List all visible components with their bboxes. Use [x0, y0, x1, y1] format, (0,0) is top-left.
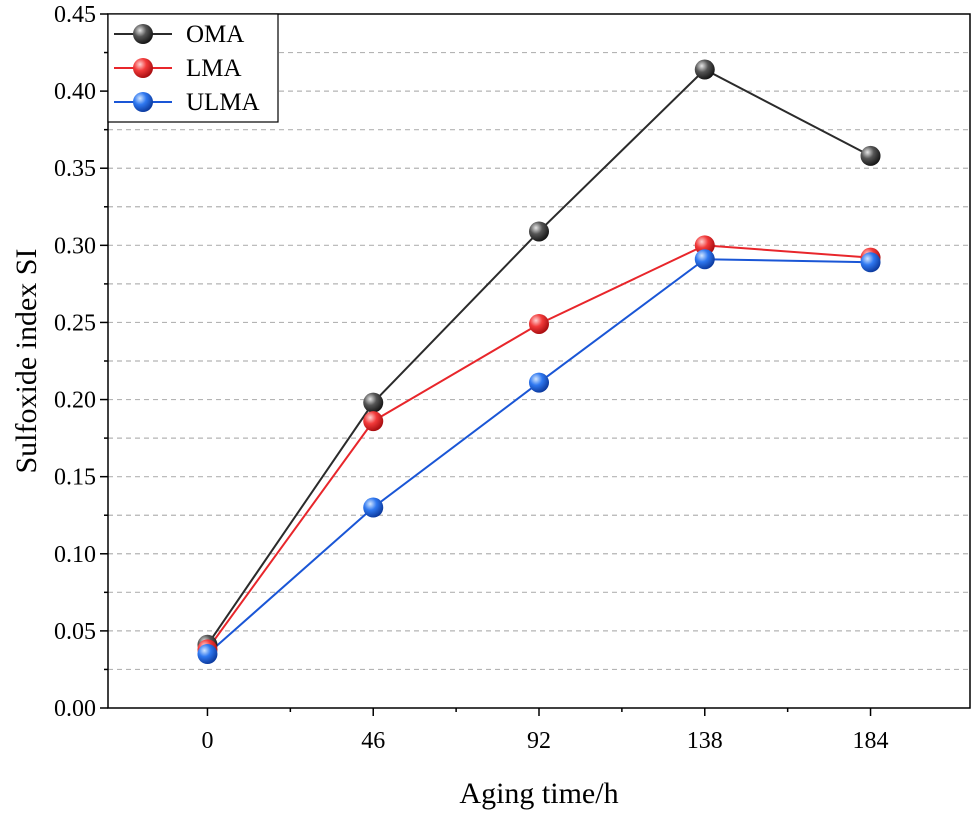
y-tick-label: 0.45: [54, 2, 96, 28]
y-tick-label: 0.40: [54, 79, 96, 105]
y-tick-label: 0.15: [54, 465, 96, 491]
x-axis-title: Aging time/h: [459, 777, 618, 810]
data-point-ulma: [363, 497, 384, 518]
y-tick-label: 0.30: [54, 233, 96, 259]
x-tick-label: 138: [687, 728, 723, 754]
data-point-lma: [694, 235, 715, 256]
legend-marker-lma: [133, 58, 153, 78]
series-line-oma: [206, 68, 872, 646]
x-tick-label: 0: [201, 728, 213, 754]
x-tick-label: 46: [361, 728, 385, 754]
data-point-oma: [860, 145, 881, 166]
y-tick-label: 0.00: [54, 696, 96, 722]
y-axis-ticks: 0.00 0.05 0.10 0.15 0.20 0.25 0.30 0.35 0.40 0.45: [54, 2, 108, 722]
data-point-lma: [529, 313, 549, 334]
x-tick-label: 92: [527, 728, 551, 754]
y-axis-title: Sulfoxide index SI: [10, 249, 43, 474]
x-tick-label: 184: [853, 728, 889, 754]
legend-marker-ulma: [133, 92, 153, 112]
x-axis-ticks: 0 46 92 138 184: [201, 708, 889, 754]
data-point-ulma: [860, 252, 881, 273]
data-point-oma: [363, 392, 384, 413]
data-point-ulma: [529, 372, 549, 393]
y-tick-label: 0.20: [54, 388, 96, 414]
y-tick-label: 0.10: [54, 542, 96, 568]
legend-label-ulma: ULMA: [186, 89, 260, 116]
y-tick-label: 0.25: [54, 310, 96, 336]
grid-lines: [108, 51, 970, 671]
data-point-lma: [363, 411, 384, 432]
y-tick-label: 0.05: [54, 619, 96, 645]
legend-label-lma: LMA: [186, 55, 242, 82]
data-point-ulma: [197, 644, 218, 665]
data-series: [197, 59, 881, 665]
legend: OMA LMA ULMA: [107, 13, 279, 123]
data-point-ulma: [694, 249, 715, 270]
series-line-lma: [206, 244, 871, 650]
legend-label-oma: OMA: [186, 21, 244, 48]
y-tick-label: 0.35: [54, 156, 96, 182]
data-point-oma: [694, 59, 715, 80]
legend-marker-oma: [133, 24, 153, 44]
data-point-oma: [529, 221, 549, 242]
